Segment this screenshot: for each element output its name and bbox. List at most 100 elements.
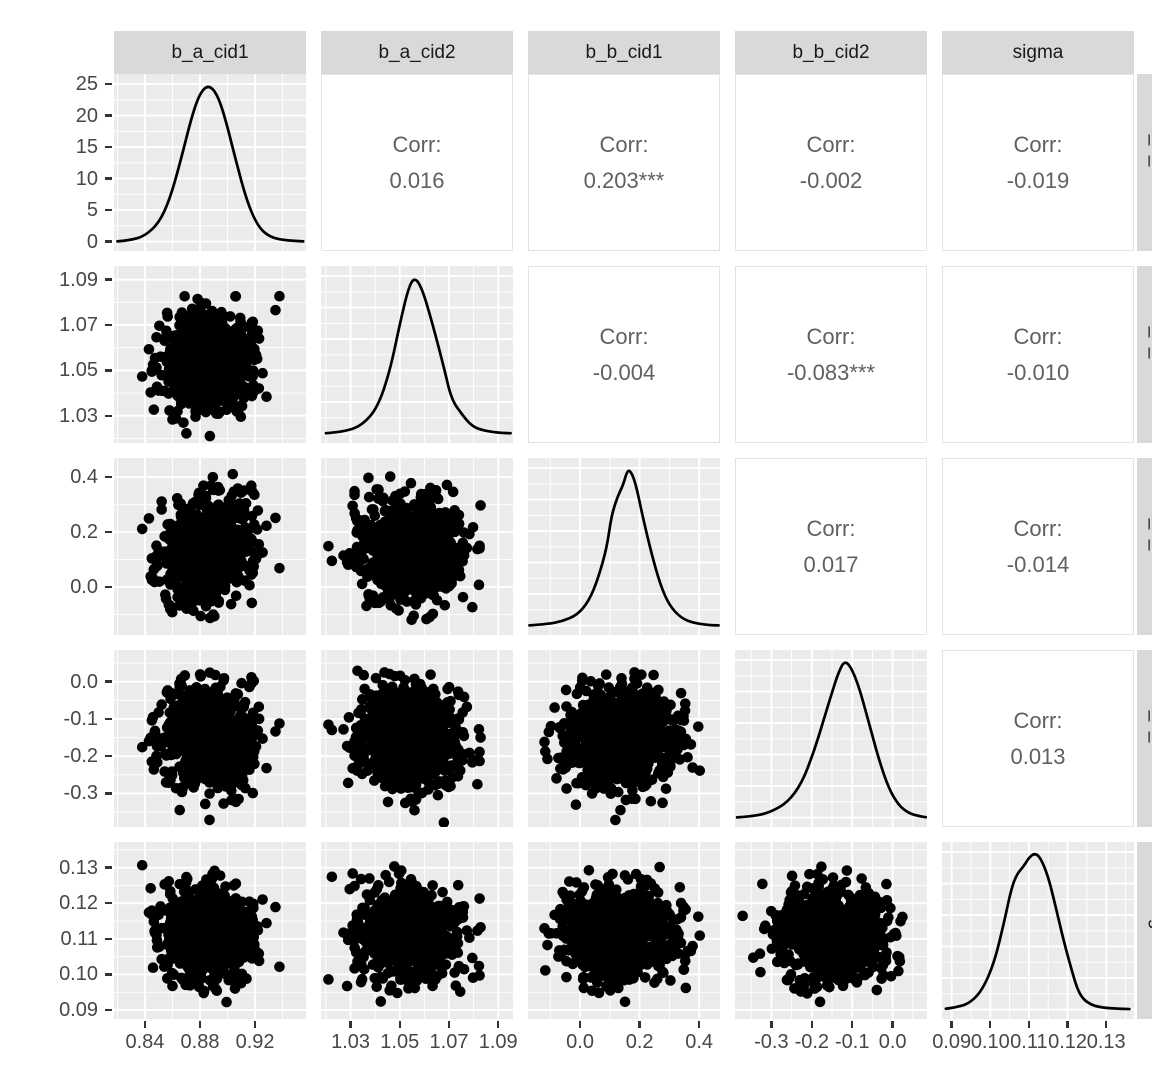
corr-value: 0.013 (1010, 746, 1065, 768)
corr-panel-b_a_cid2-sigma: Corr: -0.010 (942, 266, 1134, 443)
y-axis-tick-label: 1.09 (40, 270, 98, 290)
x-axis-tick-mark (349, 1021, 351, 1028)
y-axis-tick-mark (105, 369, 112, 371)
scatter-panel-b_a_cid1-vs-sigma (114, 842, 306, 1019)
corr-panel-b_a_cid2-b_b_cid2: Corr:-0.083*** (735, 266, 927, 443)
col-strip-label: b_a_cid2 (378, 43, 455, 62)
scatter-panel-b_b_cid1-vs-b_b_cid2 (528, 650, 720, 827)
corr-prefix: Corr: (807, 518, 856, 540)
y-axis-tick-mark (105, 866, 112, 868)
y-axis-tick-mark (105, 209, 112, 211)
corr-value: -0.019 (1007, 170, 1069, 192)
y-axis-tick-label: 25 (40, 74, 98, 94)
row-strip-b_a_cid2: b_a_cid2 (1137, 266, 1152, 443)
y-axis-tick-mark (105, 902, 112, 904)
density-panel-sigma (942, 842, 1134, 1019)
y-axis-tick-label: -0.3 (40, 783, 98, 803)
row-strip-label: b_a_cid2 (1149, 316, 1152, 393)
corr-prefix: Corr: (1014, 134, 1063, 156)
corr-prefix: Corr: (1014, 326, 1063, 348)
x-axis-tick-mark (1066, 1021, 1068, 1028)
corr-panel-b_a_cid2-b_b_cid1: Corr: -0.004 (528, 266, 720, 443)
row-strip-label: b_b_cid1 (1149, 508, 1152, 585)
y-axis-tick-mark (105, 177, 112, 179)
y-axis-tick-mark (105, 278, 112, 280)
corr-value: -0.010 (1007, 362, 1069, 384)
x-axis-tick-mark (770, 1021, 772, 1028)
row-strip-sigma: sigma (1137, 842, 1152, 1019)
y-axis-tick-label: 0.10 (40, 964, 98, 984)
y-axis-tick-mark (105, 792, 112, 794)
row-strip-label: b_a_cid1 (1149, 124, 1152, 201)
y-axis-tick-mark (105, 680, 112, 682)
corr-value: -0.004 (593, 362, 655, 384)
x-axis-tick-mark (851, 1021, 853, 1028)
x-axis-tick-mark (989, 1021, 991, 1028)
y-axis-tick-label: 1.07 (40, 315, 98, 335)
x-axis-tick-mark (448, 1021, 450, 1028)
row-strip-b_b_cid1: b_b_cid1 (1137, 458, 1152, 635)
y-axis-tick-mark (105, 531, 112, 533)
corr-prefix: Corr: (600, 134, 649, 156)
x-axis-tick-label: 0.13 (1071, 1032, 1141, 1052)
y-axis-tick-label: 0.2 (40, 522, 98, 542)
x-axis-tick-mark (1105, 1021, 1107, 1028)
density-panel-b_a_cid2 (321, 266, 513, 443)
corr-prefix: Corr: (807, 326, 856, 348)
x-axis-tick-label: 0.4 (664, 1032, 734, 1052)
y-axis-tick-mark (105, 938, 112, 940)
col-strip-b_b_cid2: b_b_cid2 (735, 31, 927, 74)
scatter-panel-b_a_cid2-vs-sigma (321, 842, 513, 1019)
y-axis-tick-label: 1.05 (40, 360, 98, 380)
corr-prefix: Corr: (807, 134, 856, 156)
x-axis-tick-mark (638, 1021, 640, 1028)
row-strip-label: sigma (1149, 905, 1152, 956)
corr-value: -0.014 (1007, 554, 1069, 576)
col-strip-label: b_b_cid2 (792, 43, 869, 62)
x-axis-tick-mark (698, 1021, 700, 1028)
y-axis-tick-label: 5 (40, 200, 98, 220)
x-axis-tick-mark (399, 1021, 401, 1028)
y-axis-tick-mark (105, 240, 112, 242)
y-axis-tick-mark (105, 755, 112, 757)
x-axis-tick-label: 1.09 (463, 1032, 533, 1052)
y-axis-tick-mark (105, 83, 112, 85)
x-axis-tick-mark (891, 1021, 893, 1028)
y-axis-tick-label: 0.0 (40, 577, 98, 597)
corr-panel-b_b_cid2-sigma: Corr:0.013 (942, 650, 1134, 827)
scatter-panel-b_a_cid2-vs-b_b_cid1 (321, 458, 513, 635)
y-axis-tick-label: -0.2 (40, 746, 98, 766)
corr-prefix: Corr: (600, 326, 649, 348)
row-strip-b_a_cid1: b_a_cid1 (1137, 74, 1152, 251)
corr-value: -0.002 (800, 170, 862, 192)
y-axis-tick-label: 0.4 (40, 467, 98, 487)
y-axis-tick-mark (105, 146, 112, 148)
col-strip-label: sigma (1013, 43, 1064, 62)
y-axis-tick-mark (105, 1009, 112, 1011)
col-strip-sigma: sigma (942, 31, 1134, 74)
y-axis-tick-mark (105, 415, 112, 417)
col-strip-b_b_cid1: b_b_cid1 (528, 31, 720, 74)
y-axis-tick-label: 10 (40, 169, 98, 189)
y-axis-tick-label: 0.0 (40, 672, 98, 692)
x-axis-tick-mark (199, 1021, 201, 1028)
col-strip-label: b_b_cid1 (585, 43, 662, 62)
corr-panel-b_a_cid1-b_a_cid2: Corr: 0.016 (321, 74, 513, 251)
density-panel-b_a_cid1 (114, 74, 306, 251)
corr-panel-b_a_cid1-b_b_cid1: Corr:0.203*** (528, 74, 720, 251)
y-axis-tick-label: 20 (40, 106, 98, 126)
col-strip-label: b_a_cid1 (171, 43, 248, 62)
y-axis-tick-label: -0.1 (40, 709, 98, 729)
x-axis-tick-mark (950, 1021, 952, 1028)
scatter-panel-b_a_cid2-vs-b_b_cid2 (321, 650, 513, 827)
corr-prefix: Corr: (393, 134, 442, 156)
col-strip-b_a_cid1: b_a_cid1 (114, 31, 306, 74)
x-axis-tick-mark (144, 1021, 146, 1028)
y-axis-tick-label: 0.12 (40, 893, 98, 913)
scatter-panel-b_b_cid2-vs-sigma (735, 842, 927, 1019)
col-strip-b_a_cid2: b_a_cid2 (321, 31, 513, 74)
corr-value: 0.016 (389, 170, 444, 192)
scatter-panel-b_b_cid1-vs-sigma (528, 842, 720, 1019)
x-axis-tick-label: 0.92 (220, 1032, 290, 1052)
